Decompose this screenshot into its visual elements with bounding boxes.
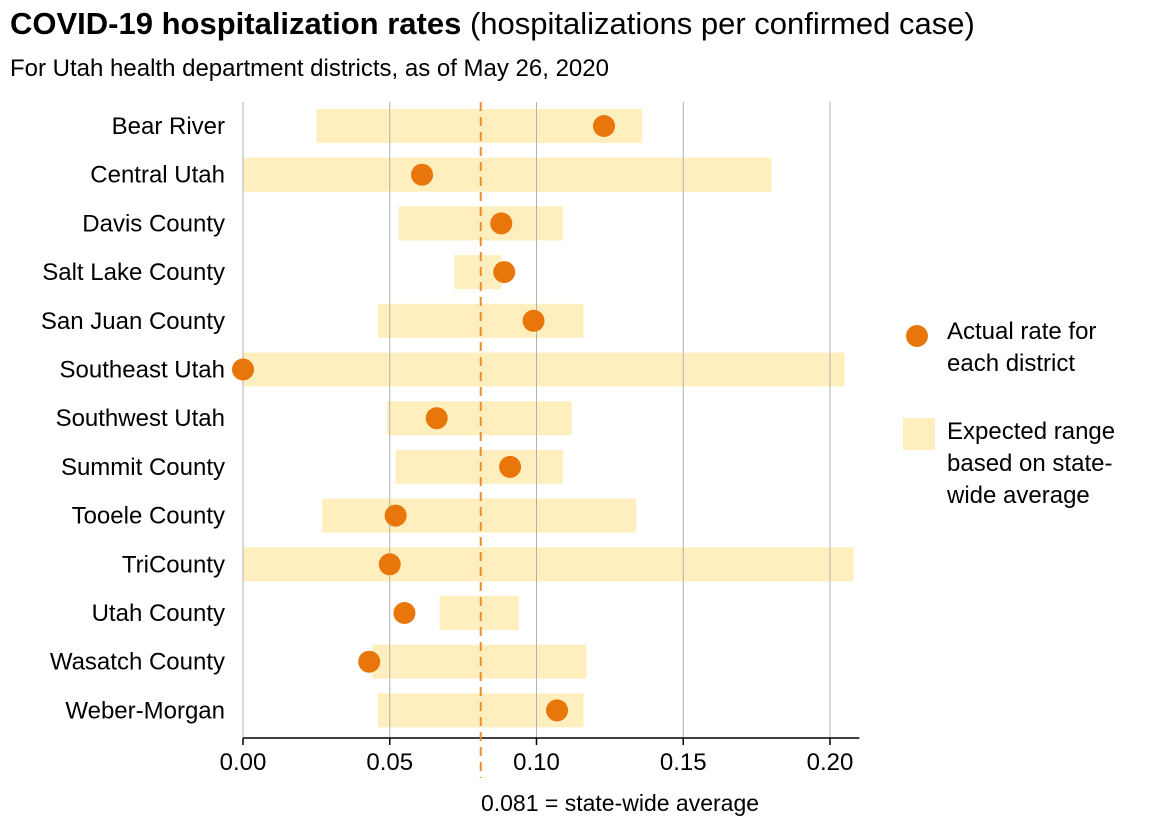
category-label: Salt Lake County: [42, 259, 225, 286]
legend-dot-shape: [906, 325, 928, 347]
category-label: San Juan County: [41, 308, 225, 335]
chart-subtitle: For Utah health department districts, as…: [10, 55, 609, 82]
legend-range-line3: wide average: [947, 482, 1090, 509]
chart-title-bold: COVID-19 hospitalization rates: [10, 6, 462, 41]
rate-dot: [378, 553, 401, 576]
category-label: Tooele County: [72, 503, 225, 530]
legend-range-text: Expected range based on state- wide aver…: [947, 416, 1115, 512]
x-tick-label: 0.00: [220, 749, 267, 776]
rate-dot: [232, 358, 254, 381]
range-bar: [372, 644, 587, 679]
rate-dots: [232, 115, 616, 722]
range-bars: [243, 109, 854, 728]
rate-dot: [411, 163, 434, 186]
legend-item-actual: Actual rate for each district: [903, 316, 1148, 416]
gridlines: [242, 102, 831, 738]
legend: Actual rate for each district Expected r…: [903, 316, 1148, 526]
category-label: Wasatch County: [50, 649, 225, 676]
rate-dot: [358, 650, 381, 673]
chart-title: COVID-19 hospitalization rates (hospital…: [10, 6, 975, 42]
x-tick-label: 0.15: [660, 749, 707, 776]
legend-dot-icon: [906, 325, 928, 347]
x-tick-label: 0.20: [807, 749, 854, 776]
rate-dot: [425, 407, 448, 430]
category-label: Utah County: [92, 600, 225, 627]
average-label: 0.081 = state-wide average: [481, 790, 759, 816]
range-bar: [395, 449, 563, 484]
range-bar: [243, 157, 772, 192]
rate-dot: [522, 309, 545, 332]
legend-actual-line2: each district: [947, 350, 1076, 377]
legend-range-swatch: [903, 418, 935, 450]
category-label: Weber-Morgan: [65, 697, 225, 724]
rate-dot: [593, 115, 616, 137]
legend-range-line2: based on state-: [947, 450, 1113, 477]
legend-item-range: Expected range based on state- wide aver…: [903, 416, 1148, 526]
range-bar: [316, 109, 643, 143]
category-label: Bear River: [112, 113, 225, 140]
legend-actual-line1: Actual rate for: [947, 318, 1097, 345]
range-bar: [243, 547, 854, 582]
category-label: TriCounty: [122, 551, 225, 578]
range-bar: [322, 498, 637, 533]
category-label: Davis County: [82, 210, 225, 237]
range-bar: [243, 352, 845, 387]
rate-dot: [384, 504, 407, 527]
rate-dot: [393, 602, 416, 624]
x-tick-label: 0.10: [513, 749, 560, 776]
rate-dot: [546, 699, 569, 722]
x-axis: 0.00 0.05 0.10 0.15 0.20: [220, 737, 860, 776]
legend-range-line1: Expected range: [947, 418, 1116, 445]
rate-dot: [499, 455, 522, 478]
rate-dot: [490, 212, 513, 235]
range-bar: [439, 596, 519, 630]
range-bar: [386, 401, 572, 436]
legend-actual-text: Actual rate for each district: [947, 316, 1096, 380]
category-label: Southeast Utah: [60, 357, 225, 384]
category-label: Central Utah: [90, 162, 225, 189]
category-labels: Bear River Central Utah Davis County Salt L…: [41, 113, 225, 724]
average-line-group: 0.081 = state-wide average: [479, 102, 759, 816]
category-label: Summit County: [61, 454, 225, 481]
rate-dot: [493, 261, 516, 284]
category-label: Southwest Utah: [56, 405, 225, 432]
x-tick-label: 0.05: [366, 749, 413, 776]
chart-title-normal: (hospitalizations per confirmed case): [461, 6, 975, 41]
